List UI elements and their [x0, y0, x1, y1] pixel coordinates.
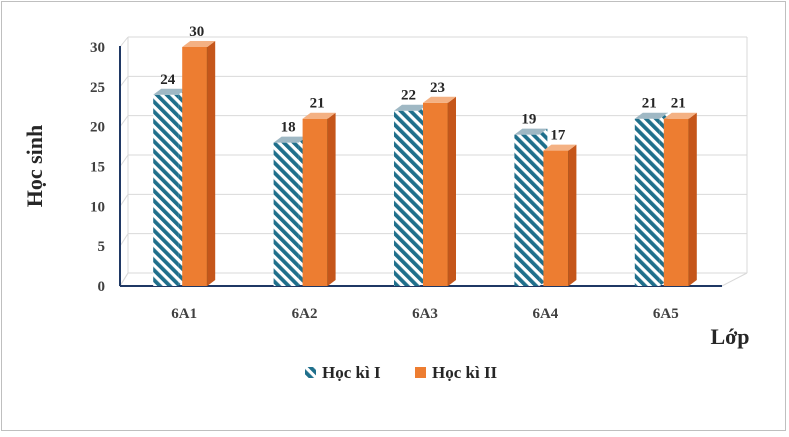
gridline-diagonal	[119, 36, 129, 48]
legend: Học kì I Học kì II	[305, 363, 498, 382]
bar-top	[394, 104, 427, 111]
gridline-diagonal	[119, 76, 129, 88]
bar	[543, 150, 569, 286]
data-label: 24	[160, 72, 176, 88]
bar-side	[448, 96, 456, 287]
data-labels: 24 30 18 21 22 23 19 17 21 21	[160, 24, 686, 144]
chart-frame: 0 5 10 15 20 25 30 24 30 18 21 22 23 19 17 21 21 6A1 6A2…	[1, 1, 786, 431]
legend-item-hoc-ki-2: Học kì II	[415, 363, 498, 382]
bar-side	[327, 112, 336, 286]
bars	[153, 41, 697, 287]
bar	[663, 118, 689, 286]
bar	[394, 110, 419, 286]
data-label: 21	[671, 96, 686, 112]
data-label: 23	[430, 80, 445, 96]
data-label: 19	[521, 112, 536, 128]
y-tick-labels: 0 5 10 15 20 25 30	[90, 40, 105, 295]
x-tick-label: 6A1	[171, 306, 197, 322]
y-tick-label: 25	[90, 80, 105, 96]
legend-label-hoc-ki-2: Học kì II	[432, 363, 498, 382]
x-category-labels: 6A1 6A2 6A3 6A4 6A5	[171, 306, 678, 322]
data-label: 22	[401, 88, 416, 104]
legend-swatch-hoc-ki-1	[305, 367, 316, 378]
gridline-diagonal	[119, 272, 129, 287]
data-label: 17	[550, 128, 566, 144]
bar	[423, 102, 448, 287]
gridline-diagonal	[119, 154, 129, 167]
bar-top	[543, 144, 577, 151]
y-tick-label: 30	[90, 40, 105, 56]
bar	[302, 118, 328, 286]
gridline-diagonal	[119, 233, 129, 247]
x-tick-label: 6A3	[412, 306, 438, 322]
bar-top	[663, 112, 697, 119]
data-label: 21	[310, 96, 325, 112]
data-label: 30	[189, 24, 204, 40]
legend-label-hoc-ki-1: Học kì I	[322, 363, 381, 382]
axes	[119, 46, 722, 287]
bar-top	[423, 96, 456, 103]
y-tick-label: 0	[98, 279, 106, 295]
bar-top	[634, 112, 668, 119]
y-axis-title: Học sinh	[22, 125, 47, 208]
x-tick-label: 6A4	[532, 306, 558, 322]
bar	[153, 94, 179, 286]
y-tick-label: 10	[90, 199, 105, 215]
bar	[273, 142, 299, 286]
bar-side	[207, 41, 216, 286]
bar	[514, 134, 540, 286]
x-tick-label: 6A5	[653, 306, 679, 322]
x-axis-title: Lớp	[710, 324, 749, 349]
gridline-diagonal	[119, 115, 129, 127]
gridline-diagonal	[119, 194, 129, 207]
bar	[182, 47, 208, 286]
data-label: 21	[642, 96, 657, 112]
bar-chart: 0 5 10 15 20 25 30 24 30 18 21 22 23 19 17 21 21 6A1 6A2…	[22, 24, 750, 382]
bar-top	[182, 41, 216, 47]
legend-swatch-hoc-ki-2	[415, 367, 426, 378]
bar-side	[688, 112, 697, 286]
bar-top	[514, 128, 548, 135]
bar-top	[273, 136, 307, 143]
bar-top	[153, 88, 187, 95]
bar	[634, 118, 660, 286]
bar-top	[302, 112, 336, 119]
x-tick-label: 6A2	[292, 306, 318, 322]
legend-item-hoc-ki-1: Học kì I	[305, 363, 381, 382]
y-tick-label: 15	[90, 160, 105, 176]
data-label: 18	[281, 120, 296, 136]
y-tick-label: 5	[98, 239, 106, 255]
y-tick-label: 20	[90, 120, 105, 136]
bar-side	[568, 144, 577, 286]
